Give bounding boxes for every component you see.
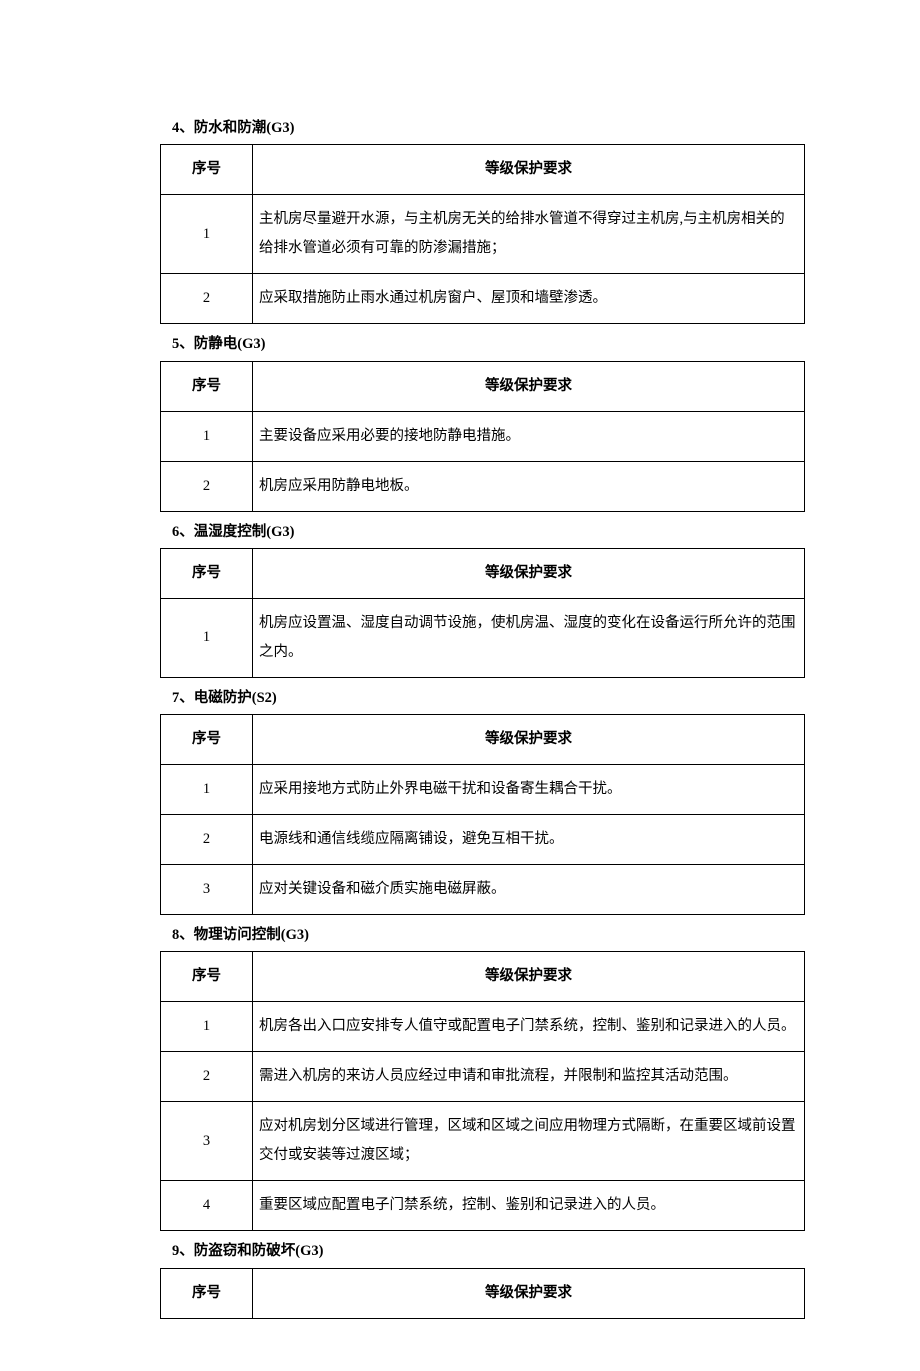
row-text: 机房各出入口应安排专人值守或配置电子门禁系统，控制、鉴别和记录进入的人员。	[253, 1002, 805, 1052]
row-text: 需进入机房的来访人员应经过申请和审批流程，并限制和监控其活动范围。	[253, 1052, 805, 1102]
header-req: 等级保护要求	[253, 952, 805, 1002]
table-row: 2 应采取措施防止雨水通过机房窗户、屋顶和墙壁渗透。	[161, 274, 805, 324]
header-num: 序号	[161, 548, 253, 598]
table-row: 1 机房应设置温、湿度自动调节设施，使机房温、湿度的变化在设备运行所允许的范围之…	[161, 598, 805, 677]
requirements-table: 序号 等级保护要求 1 主机房尽量避开水源，与主机房无关的给排水管道不得穿过主机…	[160, 144, 805, 324]
row-num: 2	[161, 815, 253, 865]
header-num: 序号	[161, 1268, 253, 1318]
section-8: 8、物理访问控制(G3) 序号 等级保护要求 1 机房各出入口应安排专人值守或配…	[160, 917, 805, 1231]
row-text: 应采用接地方式防止外界电磁干扰和设备寄生耦合干扰。	[253, 765, 805, 815]
section-5: 5、防静电(G3) 序号 等级保护要求 1 主要设备应采用必要的接地防静电措施。…	[160, 326, 805, 511]
requirements-table: 序号 等级保护要求 1 主要设备应采用必要的接地防静电措施。 2 机房应采用防静…	[160, 361, 805, 512]
row-text: 机房应采用防静电地板。	[253, 461, 805, 511]
section-7: 7、电磁防护(S2) 序号 等级保护要求 1 应采用接地方式防止外界电磁干扰和设…	[160, 680, 805, 915]
row-num: 2	[161, 1052, 253, 1102]
section-title: 4、防水和防潮(G3)	[160, 110, 805, 144]
row-num: 1	[161, 411, 253, 461]
requirements-table: 序号 等级保护要求	[160, 1268, 805, 1319]
row-num: 2	[161, 461, 253, 511]
row-text: 重要区域应配置电子门禁系统，控制、鉴别和记录进入的人员。	[253, 1181, 805, 1231]
section-9: 9、防盗窃和防破坏(G3) 序号 等级保护要求	[160, 1233, 805, 1318]
row-text: 应对机房划分区域进行管理，区域和区域之间应用物理方式隔断，在重要区域前设置交付或…	[253, 1102, 805, 1181]
row-num: 1	[161, 765, 253, 815]
table-row: 2 需进入机房的来访人员应经过申请和审批流程，并限制和监控其活动范围。	[161, 1052, 805, 1102]
row-text: 应采取措施防止雨水通过机房窗户、屋顶和墙壁渗透。	[253, 274, 805, 324]
section-title: 5、防静电(G3)	[160, 326, 805, 360]
row-num: 2	[161, 274, 253, 324]
section-title: 6、温湿度控制(G3)	[160, 514, 805, 548]
header-req: 等级保护要求	[253, 361, 805, 411]
table-row: 3 应对关键设备和磁介质实施电磁屏蔽。	[161, 865, 805, 915]
row-num: 1	[161, 1002, 253, 1052]
header-num: 序号	[161, 145, 253, 195]
requirements-table: 序号 等级保护要求 1 机房各出入口应安排专人值守或配置电子门禁系统，控制、鉴别…	[160, 951, 805, 1231]
row-num: 3	[161, 865, 253, 915]
header-req: 等级保护要求	[253, 1268, 805, 1318]
row-text: 主机房尽量避开水源，与主机房无关的给排水管道不得穿过主机房,与主机房相关的给排水…	[253, 195, 805, 274]
table-row: 1 机房各出入口应安排专人值守或配置电子门禁系统，控制、鉴别和记录进入的人员。	[161, 1002, 805, 1052]
table-row: 2 电源线和通信线缆应隔离铺设，避免互相干扰。	[161, 815, 805, 865]
row-num: 1	[161, 195, 253, 274]
header-req: 等级保护要求	[253, 548, 805, 598]
table-row: 1 主机房尽量避开水源，与主机房无关的给排水管道不得穿过主机房,与主机房相关的给…	[161, 195, 805, 274]
section-6: 6、温湿度控制(G3) 序号 等级保护要求 1 机房应设置温、湿度自动调节设施，…	[160, 514, 805, 678]
table-row: 2 机房应采用防静电地板。	[161, 461, 805, 511]
requirements-table: 序号 等级保护要求 1 应采用接地方式防止外界电磁干扰和设备寄生耦合干扰。 2 …	[160, 714, 805, 915]
header-num: 序号	[161, 715, 253, 765]
section-title: 8、物理访问控制(G3)	[160, 917, 805, 951]
row-text: 机房应设置温、湿度自动调节设施，使机房温、湿度的变化在设备运行所允许的范围之内。	[253, 598, 805, 677]
row-text: 电源线和通信线缆应隔离铺设，避免互相干扰。	[253, 815, 805, 865]
row-text: 应对关键设备和磁介质实施电磁屏蔽。	[253, 865, 805, 915]
requirements-table: 序号 等级保护要求 1 机房应设置温、湿度自动调节设施，使机房温、湿度的变化在设…	[160, 548, 805, 678]
section-title: 7、电磁防护(S2)	[160, 680, 805, 714]
table-row: 1 主要设备应采用必要的接地防静电措施。	[161, 411, 805, 461]
header-req: 等级保护要求	[253, 145, 805, 195]
table-row: 1 应采用接地方式防止外界电磁干扰和设备寄生耦合干扰。	[161, 765, 805, 815]
header-num: 序号	[161, 361, 253, 411]
header-num: 序号	[161, 952, 253, 1002]
section-4: 4、防水和防潮(G3) 序号 等级保护要求 1 主机房尽量避开水源，与主机房无关…	[160, 110, 805, 324]
header-req: 等级保护要求	[253, 715, 805, 765]
row-text: 主要设备应采用必要的接地防静电措施。	[253, 411, 805, 461]
row-num: 1	[161, 598, 253, 677]
section-title: 9、防盗窃和防破坏(G3)	[160, 1233, 805, 1267]
row-num: 3	[161, 1102, 253, 1181]
row-num: 4	[161, 1181, 253, 1231]
table-row: 4 重要区域应配置电子门禁系统，控制、鉴别和记录进入的人员。	[161, 1181, 805, 1231]
table-row: 3 应对机房划分区域进行管理，区域和区域之间应用物理方式隔断，在重要区域前设置交…	[161, 1102, 805, 1181]
